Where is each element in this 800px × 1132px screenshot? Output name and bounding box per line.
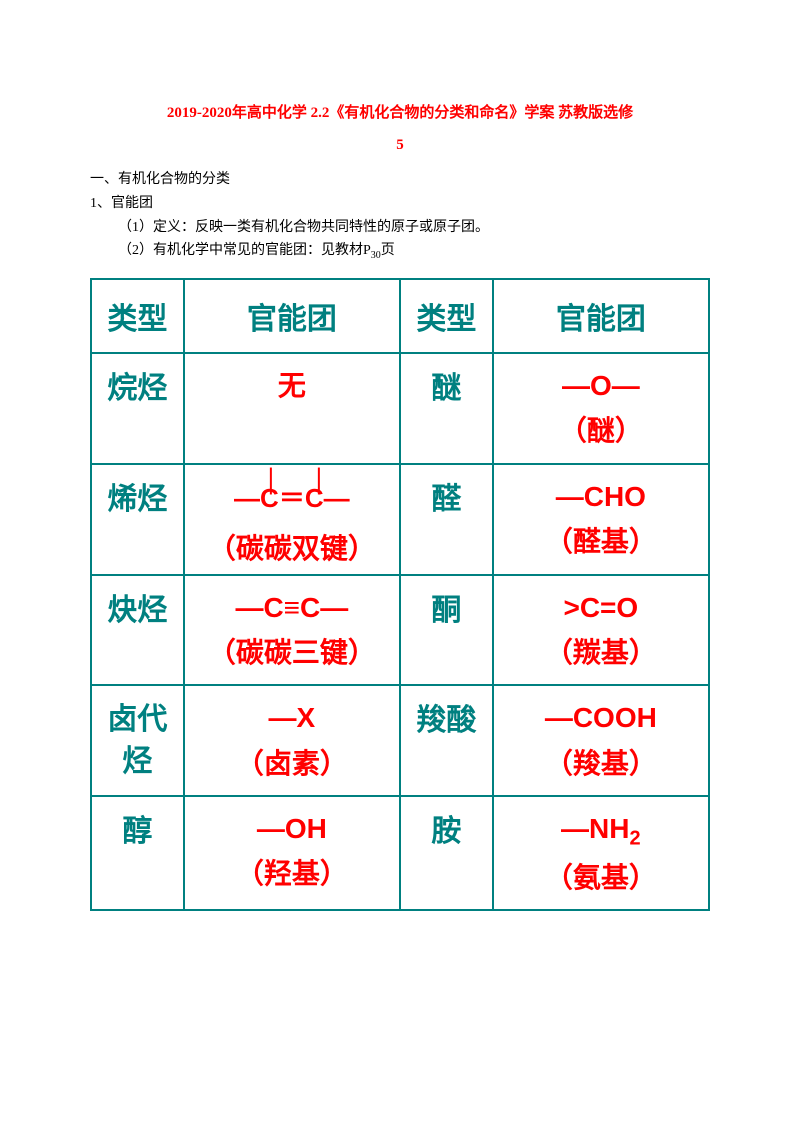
def2-sub: 30 xyxy=(371,250,381,261)
func-symbol: —CHO xyxy=(498,477,704,516)
func-label: （碳碳双键） xyxy=(189,529,395,568)
type-ether: 醚 xyxy=(400,353,493,463)
func-alcohol: —OH （羟基） xyxy=(184,796,400,911)
db-main: —C＝C— xyxy=(212,485,372,511)
func-symbol: —OH xyxy=(189,809,395,848)
type-alkyne: 炔烃 xyxy=(91,575,184,685)
header-type-2: 类型 xyxy=(400,279,493,353)
type-haloalkane: 卤代 烃 xyxy=(91,685,184,795)
table-row: 卤代 烃 —X （卤素） 羧酸 —COOH （羧基） xyxy=(91,685,709,795)
type-aldehyde: 醛 xyxy=(400,464,493,575)
func-ketone: >C=O （羰基） xyxy=(493,575,709,685)
func-label: （羰基） xyxy=(498,633,704,672)
func-label: （氨基） xyxy=(498,858,704,897)
func-symbol: >C=O xyxy=(498,588,704,627)
func-aldehyde: —CHO （醛基） xyxy=(493,464,709,575)
func-label: （卤素） xyxy=(189,744,395,783)
document-title-number: 5 xyxy=(90,137,710,154)
type-amine: 胺 xyxy=(400,796,493,911)
header-func-1: 官能团 xyxy=(184,279,400,353)
func-alkyne: —C≡C— （碳碳三键） xyxy=(184,575,400,685)
func-ether: —O— （醚） xyxy=(493,353,709,463)
type-carboxylic: 羧酸 xyxy=(400,685,493,795)
table-header-row: 类型 官能团 类型 官能团 xyxy=(91,279,709,353)
table-row: 烷烃 无 醚 —O— （醚） xyxy=(91,353,709,463)
type-alcohol: 醇 xyxy=(91,796,184,911)
nh-pre: —NH xyxy=(561,813,629,844)
func-label: （醚） xyxy=(498,411,704,450)
func-label: （醛基） xyxy=(498,522,704,561)
table-row: 烯烃 ｜｜ —C＝C— （碳碳双键） 醛 —CHO （醛基） xyxy=(91,464,709,575)
func-alkane: 无 xyxy=(184,353,400,463)
type-line2: 烃 xyxy=(96,741,179,783)
func-symbol: —COOH xyxy=(498,698,704,737)
header-type-1: 类型 xyxy=(91,279,184,353)
table-row: 炔烃 —C≡C— （碳碳三键） 酮 >C=O （羰基） xyxy=(91,575,709,685)
func-carboxylic: —COOH （羧基） xyxy=(493,685,709,795)
def2-post: 页 xyxy=(381,243,395,258)
func-label: （羟基） xyxy=(189,854,395,893)
type-alkane: 烷烃 xyxy=(91,353,184,463)
type-ketone: 酮 xyxy=(400,575,493,685)
def2-pre: （2）有机化学中常见的官能团：见教材P xyxy=(118,243,371,258)
func-text: 无 xyxy=(189,366,395,405)
func-haloalkane: —X （卤素） xyxy=(184,685,400,795)
func-alkene: ｜｜ —C＝C— （碳碳双键） xyxy=(184,464,400,575)
func-symbol: —C≡C— xyxy=(189,588,395,627)
double-bond-symbol: ｜｜ —C＝C— xyxy=(212,471,372,523)
nh-sub: 2 xyxy=(630,827,641,849)
document-title: 2019-2020年高中化学 2.2《有机化合物的分类和命名》学案 苏教版选修 xyxy=(90,100,710,127)
functional-group-table: 类型 官能团 类型 官能团 烷烃 无 醚 —O— （醚） 烯烃 ｜｜ —C＝C—… xyxy=(90,278,710,911)
func-symbol: —X xyxy=(189,698,395,737)
section-1-1: 1、官能团 xyxy=(90,192,710,216)
func-label: （羧基） xyxy=(498,744,704,783)
header-func-2: 官能团 xyxy=(493,279,709,353)
type-alkene: 烯烃 xyxy=(91,464,184,575)
func-symbol: —O— xyxy=(498,366,704,405)
func-symbol: —NH2 xyxy=(498,809,704,853)
definition-2: （2）有机化学中常见的官能团：见教材P30页 xyxy=(90,239,710,264)
table-row: 醇 —OH （羟基） 胺 —NH2 （氨基） xyxy=(91,796,709,911)
func-amine: —NH2 （氨基） xyxy=(493,796,709,911)
definition-1: （1）定义：反映一类有机化合物共同特性的原子或原子团。 xyxy=(90,216,710,240)
func-label: （碳碳三键） xyxy=(189,633,395,672)
type-line1: 卤代 xyxy=(96,699,179,741)
section-heading-1: 一、有机化合物的分类 xyxy=(90,168,710,192)
